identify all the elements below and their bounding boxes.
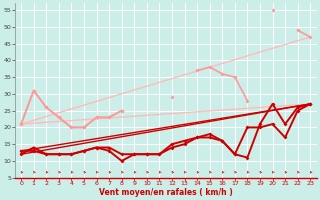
X-axis label: Vent moyen/en rafales ( km/h ): Vent moyen/en rafales ( km/h ) [99,188,233,197]
